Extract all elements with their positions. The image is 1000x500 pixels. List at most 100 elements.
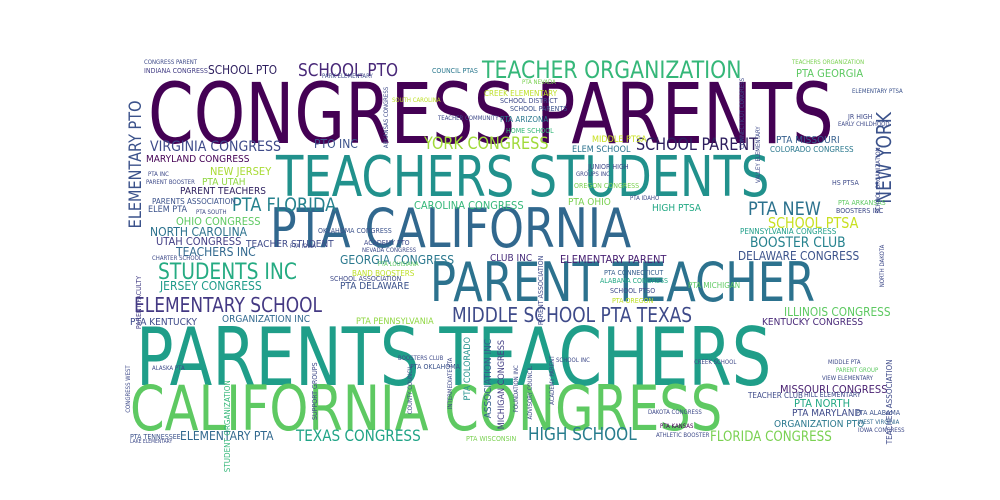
cloud-word: MIDDLE PTSA (592, 135, 647, 145)
cloud-word: TEACHERS INC (176, 245, 256, 259)
cloud-word: PTA OREGON (612, 297, 654, 305)
cloud-word: SOUTH CAROLINA (392, 97, 441, 104)
cloud-word: COLORADO CONGRESS (770, 145, 854, 154)
cloud-word: ELEMENTARY PTSA (852, 88, 903, 95)
cloud-word: ASSOCIATION INC (483, 338, 494, 419)
cloud-word: PTA KENTUCKY (130, 317, 198, 328)
cloud-word: HIGH PTSA (652, 203, 701, 214)
cloud-word: PARENT BOOSTER (146, 179, 195, 186)
cloud-word: JERSEY CONGRESS (160, 279, 262, 293)
cloud-word: PENNSYLVANIA CONGRESS (740, 227, 837, 236)
cloud-word: PTA OHIO (568, 197, 611, 208)
cloud-word: PTA DELAWARE (340, 281, 410, 292)
cloud-word: UTAH CONGRESS (156, 235, 242, 248)
cloud-word: PTA IDAHO (630, 195, 660, 202)
cloud-word: JR HIGH (848, 113, 873, 121)
cloud-word: STUDENTS INC (158, 260, 297, 285)
cloud-word: TEXAS CONGRESS (296, 426, 421, 445)
cloud-word: PTA INC (148, 171, 169, 178)
cloud-word: PTA CALIFORNIA (270, 197, 632, 260)
cloud-word: CHARTER SCHOOL (152, 255, 202, 262)
cloud-word: ELEMENTARY SCHOOL (134, 293, 322, 317)
cloud-word: ELEMENTARY PARENT (560, 253, 667, 266)
cloud-word: KENTUCKY CONGRESS (762, 317, 864, 328)
cloud-word: ELEM PTA (148, 205, 188, 215)
cloud-word: NEW JERSEY (210, 165, 272, 178)
cloud-word: JUNIOR HIGH (588, 163, 629, 171)
cloud-word: ATHLETIC BOOSTER (656, 432, 710, 439)
cloud-word: OREGON CONGRESS (574, 182, 640, 190)
cloud-word: ELEM SCHOOL (572, 145, 631, 155)
cloud-word: MIDDLE SCHOOL PTA TEXAS (452, 303, 693, 327)
cloud-word: SCHOOL DISTRICT (500, 97, 558, 105)
cloud-word: COUNTY COUNCIL (407, 365, 414, 415)
cloud-word: PARK ELEMENTARY (322, 73, 373, 80)
cloud-word: PTA WISCONSIN (466, 435, 517, 443)
cloud-word: STUDENT ORGANIZATION (223, 380, 232, 473)
cloud-word: PTA NORTH (794, 397, 851, 410)
cloud-word: VALLEY ELEMENTARY (755, 126, 762, 184)
cloud-word: PARENT TEACHER (430, 251, 816, 314)
cloud-word: VIRGINIA CONGRESS (150, 139, 281, 155)
cloud-word: CONGRESS PARENT (144, 59, 198, 66)
cloud-word: IOWA CONGRESS (858, 427, 905, 434)
cloud-word: ALASKA PTA (152, 365, 185, 372)
cloud-word: SCHOOL ASSOCIATION (330, 275, 402, 283)
cloud-word: ORGANIZATION PTO (774, 419, 865, 430)
cloud-word: SCHOOL PTO (208, 63, 278, 77)
cloud-word: CLUB INC (490, 253, 533, 264)
cloud-word: WEST VIRGINIA (858, 419, 900, 426)
cloud-word: ILLINOIS CONGRESS (784, 305, 891, 319)
cloud-word: PTA OKLAHOMA (410, 363, 460, 371)
cloud-word: BAND BOOSTERS (352, 269, 415, 278)
cloud-word: TEACHER COMMUNITY (438, 115, 499, 122)
cloud-word: ORGANIZATION INC (222, 314, 310, 325)
cloud-word: ARKANSAS CONGRESS (383, 86, 390, 149)
cloud-word: LAKE ELEMENTARY (130, 439, 173, 445)
cloud-word: PTA COLORADO (463, 337, 473, 401)
cloud-word: NEVADA CONGRESS (362, 247, 417, 254)
cloud-word: CONGRESS PARENTS (148, 65, 834, 163)
cloud-word: SCHOOL PTSA (768, 214, 859, 232)
cloud-word: CREEK SCHOOL (694, 359, 737, 366)
cloud-word: PARENT TEACHERS (180, 186, 266, 197)
cloud-word: PTA ARIZONA (500, 115, 549, 124)
cloud-word: BOOSTERS INC (836, 207, 884, 215)
cloud-word: PTA UTAH (202, 177, 246, 188)
cloud-word: ACADEMY PTO (364, 239, 410, 247)
cloud-word: PTA PENNSYLVANIA (356, 317, 434, 327)
cloud-word: ALABAMA CONGRESS (600, 277, 668, 285)
cloud-word: HOME SCHOOL (506, 127, 554, 135)
cloud-word: PTA SOUTH (196, 209, 227, 216)
cloud-word: SCHOOL PTO (298, 60, 398, 81)
cloud-word: NORTH CAROLINA (150, 225, 248, 239)
cloud-word: ELEMENTARY PTA (180, 429, 274, 443)
cloud-word: PTA MARYLAND (792, 408, 862, 419)
cloud-word: GEORGIA CONGRESS (340, 253, 455, 267)
cloud-word: MISSOURI CONGRESS (780, 383, 888, 396)
cloud-word: OKLAHOMA CONGRESS (318, 227, 392, 235)
cloud-word: PTA IOWA (290, 243, 317, 250)
cloud-word: CREEK ELEMENTARY (484, 89, 558, 98)
cloud-word: ADVISORY COUNCIL (527, 365, 534, 420)
cloud-word: SUPPORT GROUPS (311, 362, 319, 420)
cloud-word: MARYLAND CONGRESS (146, 154, 250, 165)
cloud-word: TEACHERS STUDENTS (276, 145, 770, 210)
cloud-word: PARENTS ASSOCIATION (152, 197, 236, 206)
cloud-word: TEACHERS ORGANIZATION (792, 59, 865, 66)
cloud-word: COUNCIL PTAS (432, 67, 478, 75)
cloud-word: OHIO CONGRESS (176, 215, 261, 228)
cloud-word: PARENT ASSOCIATION (537, 255, 545, 326)
cloud-word: FOUNDATION INC (513, 365, 520, 413)
cloud-word: SCHOOL PTSO (610, 287, 656, 295)
cloud-word: PTO INC (314, 137, 358, 151)
cloud-word: CAROLINA CONGRESS (414, 199, 524, 212)
cloud-word: PTA NEW (748, 198, 821, 220)
cloud-word: FLORIDA CONGRESS (710, 429, 832, 445)
cloud-word: HILL ELEMENTARY (804, 391, 861, 399)
cloud-word: HS PTSA (832, 179, 859, 187)
cloud-word: TEACHER ORGANIZATION (482, 56, 742, 84)
cloud-word: NORTH DAKOTA (879, 244, 886, 288)
cloud-word: PTA KANSAS (660, 423, 694, 430)
